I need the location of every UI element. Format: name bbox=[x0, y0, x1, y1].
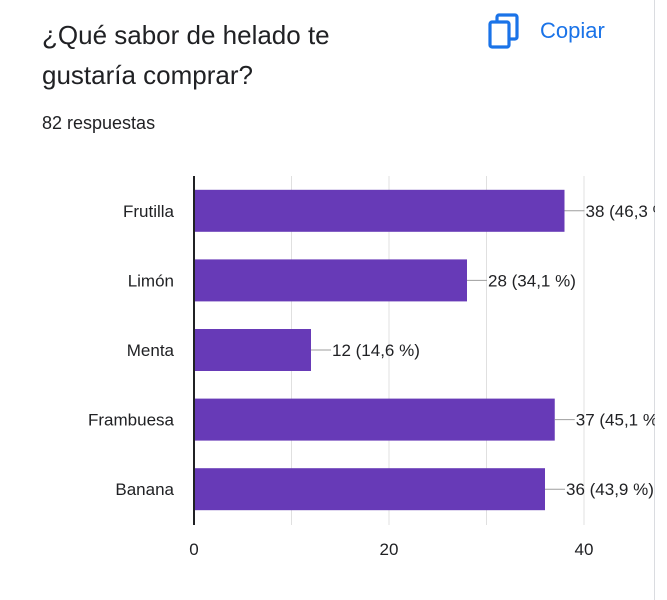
category-label: Limón bbox=[128, 271, 174, 290]
copy-icon bbox=[488, 13, 520, 49]
data-label: 12 (14,6 %) bbox=[332, 341, 420, 360]
data-label: 38 (46,3 %) bbox=[586, 202, 656, 221]
x-tick-label: 20 bbox=[380, 540, 399, 559]
bar-chart: 0 20 40 Frutilla 38 (46,3 %) Limón 28 (34,1 %)… bbox=[88, 176, 656, 559]
category-label: Frutilla bbox=[123, 202, 175, 221]
x-tick-label: 40 bbox=[575, 540, 594, 559]
bar bbox=[194, 398, 555, 441]
bar bbox=[194, 468, 545, 511]
bar bbox=[194, 329, 311, 371]
category-label: Menta bbox=[127, 341, 175, 360]
bar bbox=[194, 189, 565, 232]
question-title: ¿Qué sabor de helado te gustaría comprar… bbox=[42, 20, 330, 90]
category-label: Banana bbox=[115, 480, 174, 499]
bar bbox=[194, 259, 467, 302]
x-tick-label: 0 bbox=[189, 540, 198, 559]
data-label: 37 (45,1 %) bbox=[576, 411, 655, 430]
copy-chart-button[interactable]: Copiar bbox=[488, 12, 605, 50]
data-label: 28 (34,1 %) bbox=[488, 271, 576, 290]
data-label: 36 (43,9 %) bbox=[566, 480, 654, 499]
response-count: 82 respuestas bbox=[42, 113, 156, 133]
copy-button-label: Copiar bbox=[540, 18, 605, 43]
category-label: Frambuesa bbox=[88, 411, 175, 430]
